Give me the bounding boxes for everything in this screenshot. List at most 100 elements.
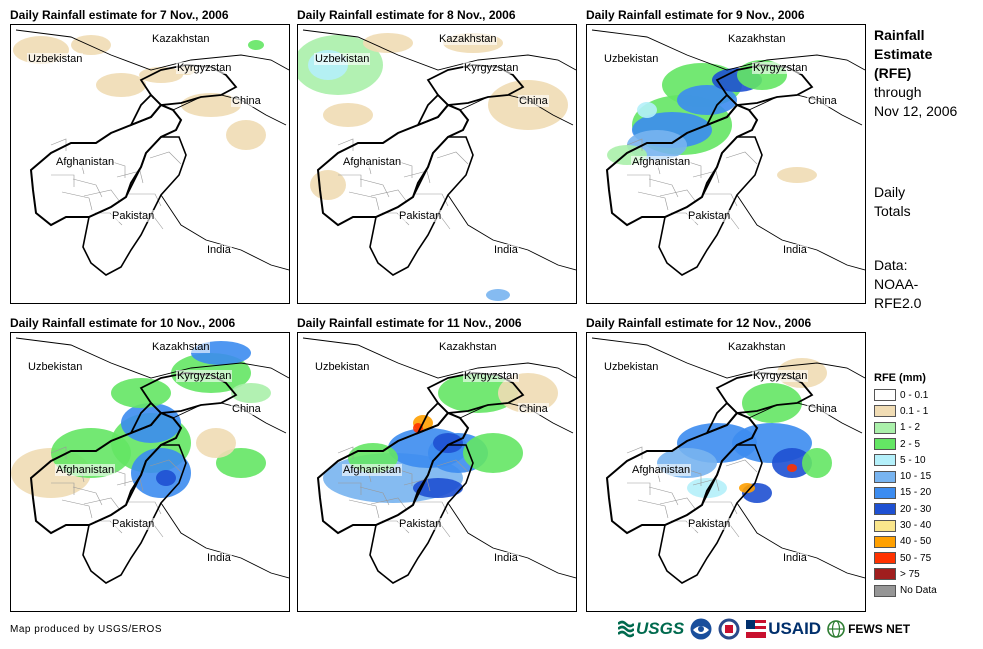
rainfall-area [216,448,266,478]
kazakhstan-boundary [15,337,289,379]
country-label-uzbekistan: Uzbekistan [27,361,84,373]
admin-line [51,174,75,187]
subtitle-line: through [874,84,922,100]
admin-line [61,191,93,211]
country-label-pakistan: Pakistan [111,210,156,222]
legend-item: 30 - 40 [874,517,937,533]
legend-swatch [874,519,896,532]
rainfall-area [413,478,463,498]
tajikistan-boundary [705,401,739,435]
admin-line [627,482,651,495]
admin-line [50,138,67,151]
rainfall-area [111,378,171,408]
india-boundary [447,502,576,579]
rainfall-area [196,428,236,458]
admin-line [648,178,679,198]
admin-line [116,170,144,184]
country-label-uzbekistan: Uzbekistan [27,53,84,65]
legend-item: 5 - 10 [874,452,937,468]
globe-icon [827,620,845,638]
country-label-uzbekistan: Uzbekistan [314,361,371,373]
admin-line [692,478,720,492]
country-label-china: China [518,403,549,415]
source-line: Data: [874,257,908,273]
map-svg [302,337,576,584]
map-frame: Kazakhstan Uzbekistan Kyrgyzstan China Afgha… [297,24,577,304]
india-boundary [160,194,289,271]
legend-item: 0.1 - 1 [874,403,937,419]
admin-line [359,486,390,506]
seal-icon [718,618,740,640]
rainfall-area [486,289,510,301]
legend-swatch [874,389,896,402]
map-svg [591,29,865,276]
admin-line [626,446,643,459]
legend-rows: 0 - 0.1 0.1 - 1 1 - 2 2 - 5 5 - 10 10 - 15 15 … [874,387,937,599]
map-title: Rainfall Estimate (RFE) [874,26,932,83]
admin-line [637,191,669,211]
country-label-india: India [206,244,232,256]
legend-swatch [874,503,896,516]
rainfall-area [310,170,346,200]
data-source-text: Data: NOAA- RFE2.0 [874,256,921,313]
map-credit: Map produced by USGS/EROS [10,624,163,635]
admin-line [725,151,758,165]
source-line: NOAA- [874,276,919,292]
tajikistan-boundary [129,401,163,435]
rainfall-area [413,423,423,433]
rainfall-area [742,383,802,423]
rainfall-area [787,464,797,472]
country-label-pakistan: Pakistan [398,518,443,530]
rainfall-area [777,167,817,183]
country-label-afghanistan: Afghanistan [631,156,692,168]
admin-line [83,497,121,511]
kazakhstan-boundary [302,29,576,71]
legend-swatch [874,438,896,451]
country-label-afghanistan: Afghanistan [55,156,116,168]
admin-line [403,478,431,492]
admin-boundaries [337,138,469,230]
tajikistan-boundary [416,93,450,127]
legend-label: 2 - 5 [900,438,921,450]
country-label-china: China [518,95,549,107]
subtitle-line: Nov 12, 2006 [874,103,958,119]
usgs-logo-text: USGS [636,619,685,638]
map-subtitle: through Nov 12, 2006 [874,83,957,121]
admin-line [128,193,162,207]
country-boundaries [15,29,289,276]
legend-label: 10 - 15 [900,471,932,483]
admin-line [415,501,449,515]
legend-swatch [874,470,896,483]
country-label-china: China [231,403,262,415]
admin-line [436,151,469,165]
map-svg [298,29,576,301]
panel-title: Daily Rainfall estimate for 12 Nov., 200… [586,316,812,330]
country-label-india: India [493,552,519,564]
country-label-china: China [807,403,838,415]
pakistan-boundary [82,136,187,276]
country-boundaries [302,29,576,276]
period-text: Daily Totals [874,183,911,221]
admin-line [128,501,162,515]
rainfall-area [71,35,111,55]
admin-line [338,174,362,187]
partner-logos: USGS USAID FEWS NET [618,616,910,642]
legend-item: 10 - 15 [874,468,937,484]
country-label-pakistan: Pakistan [398,210,443,222]
map-svg [13,29,289,276]
country-label-afghanistan: Afghanistan [342,464,403,476]
admin-line [83,189,121,203]
admin-line [626,138,643,151]
admin-line [149,151,182,165]
kazakhstan-boundary [302,337,576,379]
map-svg [11,337,289,584]
panel-title: Daily Rainfall estimate for 7 Nov., 2006 [10,8,229,22]
fews-net-logo: FEWS NET [827,620,910,638]
admin-line [359,178,390,198]
legend-label: 20 - 30 [900,503,932,515]
tajikistan-boundary [705,93,739,127]
rainfall-area [231,383,271,403]
rainfall-layer [298,33,568,301]
admin-line [337,138,354,151]
legend-item: 1 - 2 [874,420,937,436]
